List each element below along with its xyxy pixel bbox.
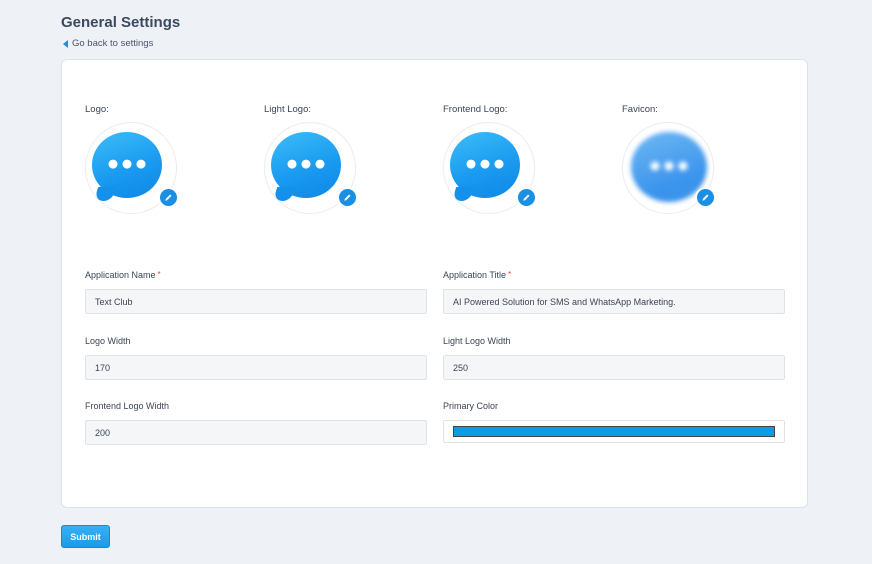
logo-preview xyxy=(85,122,179,214)
logo-width-input[interactable] xyxy=(85,355,427,380)
frontend-logo-preview xyxy=(443,122,537,214)
light-logo-width-input[interactable] xyxy=(443,355,785,380)
chat-bubble-icon xyxy=(92,132,162,198)
application-title-field: Application Title * xyxy=(443,270,785,314)
logo-uploader: Logo: xyxy=(85,104,179,214)
pencil-icon xyxy=(344,194,351,201)
logo-width-field: Logo Width xyxy=(85,336,427,380)
favicon-uploader: Favicon: xyxy=(622,104,716,214)
chat-bubble-icon xyxy=(631,132,707,202)
application-title-input[interactable] xyxy=(443,289,785,314)
application-name-input[interactable] xyxy=(85,289,427,314)
pencil-icon xyxy=(165,194,172,201)
submit-button[interactable]: Submit xyxy=(61,525,110,548)
logo-label: Logo: xyxy=(85,104,109,115)
chat-bubble-icon xyxy=(271,132,341,198)
back-link-label: Go back to settings xyxy=(72,38,154,49)
application-name-label: Application Name * xyxy=(85,270,161,280)
frontend-logo-label: Frontend Logo: xyxy=(443,104,508,115)
frontend-logo-width-label: Frontend Logo Width xyxy=(85,401,170,411)
light-logo-width-label: Light Logo Width xyxy=(443,336,511,346)
light-logo-width-field: Light Logo Width xyxy=(443,336,785,380)
frontend-logo-width-input[interactable] xyxy=(85,420,427,445)
light-logo-label: Light Logo: xyxy=(264,104,312,115)
light-logo-preview xyxy=(264,122,358,214)
back-to-settings-link[interactable]: Go back to settings xyxy=(63,38,153,49)
primary-color-field: Primary Color xyxy=(443,401,785,443)
page-title: General Settings xyxy=(61,14,181,31)
pencil-icon xyxy=(523,194,530,201)
favicon-label: Favicon: xyxy=(622,104,658,115)
frontend-logo-width-field: Frontend Logo Width xyxy=(85,401,427,445)
logo-width-label: Logo Width xyxy=(85,336,131,346)
application-title-label: Application Title * xyxy=(443,270,512,280)
primary-color-label: Primary Color xyxy=(443,401,499,411)
chat-bubble-icon xyxy=(450,132,520,198)
primary-color-picker[interactable] xyxy=(443,420,785,443)
pencil-icon xyxy=(702,194,709,201)
favicon-preview xyxy=(622,122,716,214)
frontend-logo-uploader: Frontend Logo: xyxy=(443,104,537,214)
settings-card: Logo: Light Logo: Fron xyxy=(61,59,808,508)
edit-frontend-logo-button[interactable] xyxy=(516,187,537,208)
primary-color-swatch xyxy=(453,426,775,437)
caret-left-icon xyxy=(63,39,68,48)
edit-favicon-button[interactable] xyxy=(695,187,716,208)
edit-light-logo-button[interactable] xyxy=(337,187,358,208)
edit-logo-button[interactable] xyxy=(158,187,179,208)
application-name-field: Application Name * xyxy=(85,270,427,314)
light-logo-uploader: Light Logo: xyxy=(264,104,358,214)
